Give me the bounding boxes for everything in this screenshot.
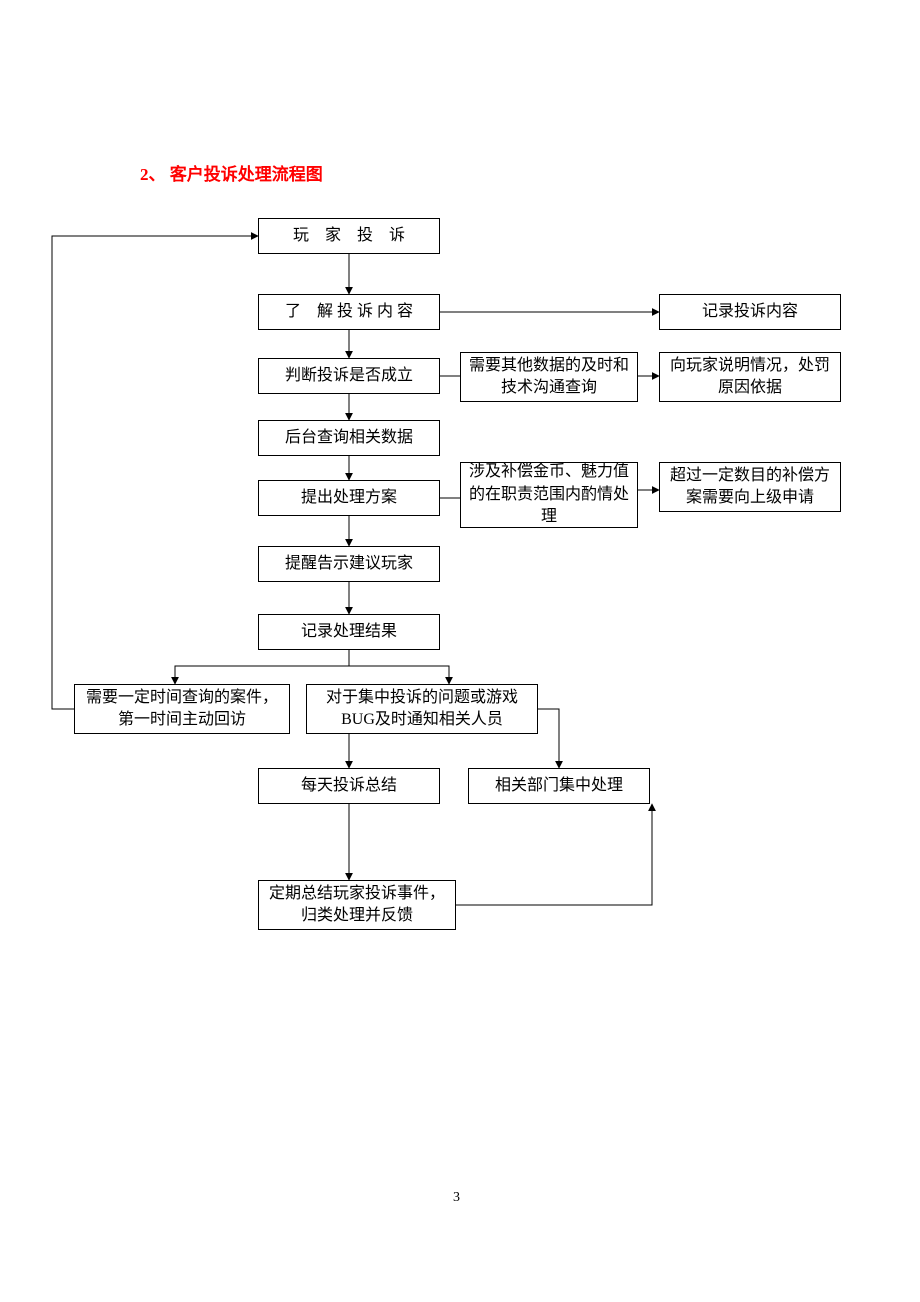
flow-node-n7: 后台查询相关数据	[258, 420, 440, 456]
flow-node-n14: 对于集中投诉的问题或游戏BUG及时通知相关人员	[306, 684, 538, 734]
flow-node-n4: 判断投诉是否成立	[258, 358, 440, 394]
flow-node-n3: 记录投诉内容	[659, 294, 841, 330]
flow-node-n16: 相关部门集中处理	[468, 768, 650, 804]
flow-node-n9: 涉及补偿金币、魅力值的在职责范围内酌情处理	[460, 462, 638, 528]
flow-node-n17: 定期总结玩家投诉事件，归类处理并反馈	[258, 880, 456, 930]
flow-node-n13: 需要一定时间查询的案件，第一时间主动回访	[74, 684, 290, 734]
flow-node-n6: 向玩家说明情况，处罚原因依据	[659, 352, 841, 402]
page: 2、 客户投诉处理流程图 玩 家 投 诉了 解 投 诉 内 容 记录投诉内容判断投…	[0, 0, 920, 1302]
flow-node-n12: 记录处理结果	[258, 614, 440, 650]
flow-node-n8: 提出处理方案	[258, 480, 440, 516]
flow-node-n11: 提醒告示建议玩家	[258, 546, 440, 582]
flow-node-n10: 超过一定数目的补偿方案需要向上级申请	[659, 462, 841, 512]
flow-edge-18	[456, 804, 652, 905]
diagram-title: 2、 客户投诉处理流程图	[140, 160, 323, 185]
flow-node-n15: 每天投诉总结	[258, 768, 440, 804]
flow-edge-14	[52, 236, 258, 709]
flow-node-n2: 了 解 投 诉 内 容	[258, 294, 440, 330]
flow-edge-13	[349, 666, 449, 684]
page-number: 3	[453, 1190, 460, 1206]
flow-edge-16	[538, 709, 559, 768]
flow-edge-12	[175, 666, 349, 684]
flow-node-n1: 玩 家 投 诉	[258, 218, 440, 254]
flowchart-edges	[0, 0, 920, 1302]
flow-node-n5: 需要其他数据的及时和技术沟通查询	[460, 352, 638, 402]
